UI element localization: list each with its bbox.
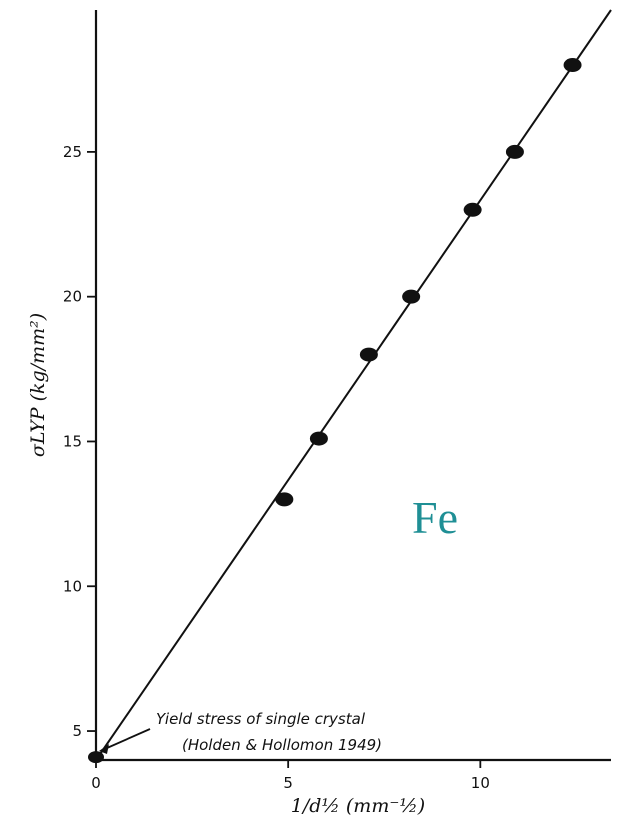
x-axis-ticks: 0 5 10 — [91, 760, 490, 792]
data-point — [505, 144, 524, 159]
y-tick-label: 25 — [63, 143, 82, 161]
annotation-leader-line — [106, 728, 151, 749]
y-tick-label: 5 — [72, 722, 82, 740]
x-tick-label: 5 — [283, 774, 293, 792]
annotation-line-1: Yield stress of single crystal — [156, 710, 366, 728]
y-tick-label: 10 — [63, 577, 82, 595]
fit-line — [95, 9, 612, 761]
x-axis-label: 1/d½ (mm⁻½) — [291, 795, 425, 817]
data-point — [309, 431, 328, 446]
single-crystal-annotation: Yield stress of single crystal (Holden &… — [99, 710, 382, 754]
x-tick-label: 10 — [471, 774, 490, 792]
data-point — [359, 347, 378, 362]
data-point — [402, 289, 421, 304]
y-axis-label: σLYP (kg/mm²) — [27, 313, 49, 457]
material-label: Fe — [412, 492, 458, 543]
data-point — [88, 751, 104, 764]
data-points — [88, 58, 582, 764]
x-tick-label: 0 — [91, 774, 101, 792]
data-point — [463, 202, 482, 217]
y-tick-label: 20 — [63, 288, 82, 306]
data-point — [275, 492, 294, 507]
y-tick-label: 15 — [63, 432, 82, 450]
y-axis-ticks: 5 10 15 20 25 — [63, 143, 96, 740]
annotation-line-2: (Holden & Hollomon 1949) — [182, 736, 382, 754]
annotation-arrowhead — [99, 744, 109, 754]
data-point — [563, 58, 582, 73]
